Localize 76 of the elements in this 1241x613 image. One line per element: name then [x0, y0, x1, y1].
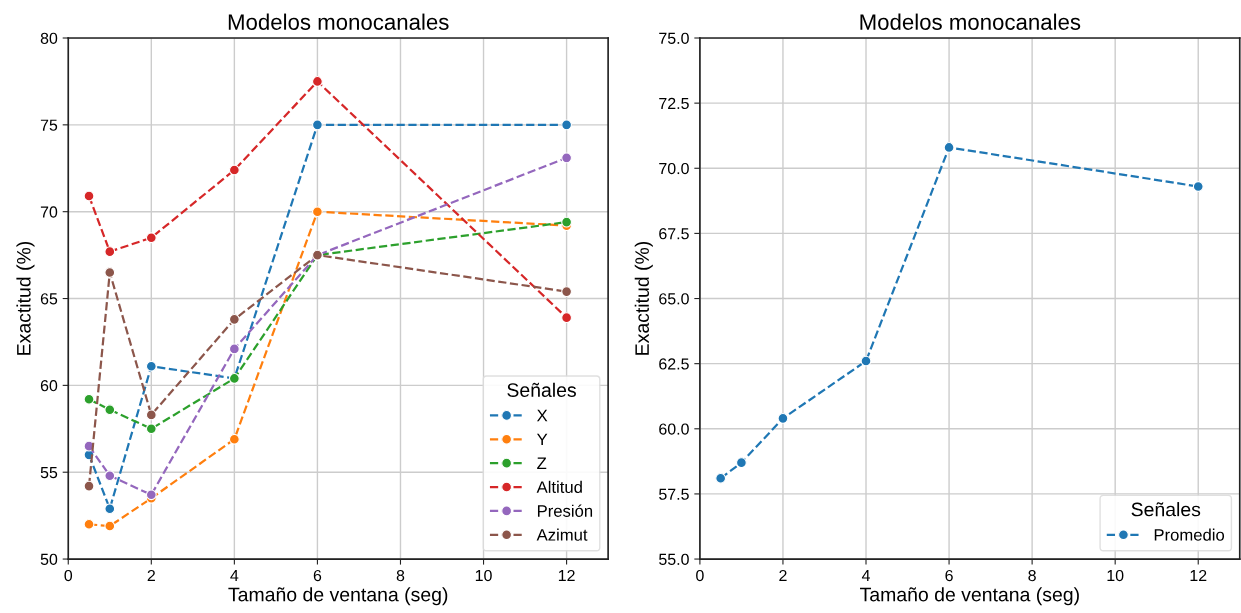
- point: [83, 518, 95, 530]
- y-tick-label: 62.5: [659, 358, 689, 370]
- point: [228, 164, 240, 176]
- x-tick-label: 0: [696, 569, 704, 582]
- point: [104, 267, 116, 278]
- point: [561, 286, 573, 297]
- point: [561, 312, 573, 324]
- x-tick-label: 4: [861, 570, 870, 582]
- y-tick-label: 70.0: [659, 162, 689, 175]
- y-tick-label: 67.5: [659, 228, 689, 240]
- point: [561, 216, 573, 228]
- point: [736, 457, 747, 469]
- point: [83, 480, 95, 492]
- point: [145, 232, 157, 244]
- point: [83, 393, 95, 405]
- y-tick-label: 65: [40, 293, 58, 305]
- y-tick-label: 72.5: [659, 97, 689, 110]
- y-tick-label: 55: [40, 467, 58, 479]
- y-tick-label: 55.0: [659, 553, 689, 565]
- point: [777, 412, 789, 424]
- y-axis-title: Exactitud (%): [634, 241, 653, 355]
- x-tick-label: 2: [779, 569, 787, 582]
- y-tick-label: 80: [40, 32, 58, 44]
- point: [561, 152, 573, 164]
- x-tick-label: 12: [558, 569, 575, 582]
- legend-label: Z: [537, 457, 547, 469]
- y-tick-label: 60: [40, 380, 58, 392]
- x-tick-label: 10: [1107, 569, 1124, 582]
- y-tick-label: 75: [40, 119, 58, 131]
- point: [715, 472, 727, 484]
- chart-title: Modelos monocanales: [228, 13, 449, 30]
- chart-title: Modelos monocanales: [860, 13, 1081, 30]
- x-tick-label: 6: [313, 569, 322, 582]
- y-tick-label: 70: [40, 206, 58, 218]
- legend-label: Azimut: [536, 528, 588, 541]
- point: [145, 409, 157, 421]
- point: [228, 343, 240, 355]
- x-tick-label: 10: [475, 569, 492, 582]
- x-axis-title: Tamaño de ventana (seg): [860, 587, 1079, 606]
- x-tick-label: 6: [945, 569, 953, 582]
- point: [943, 142, 955, 153]
- point: [104, 470, 116, 482]
- point: [561, 119, 573, 131]
- point: [860, 355, 872, 367]
- point: [1192, 181, 1204, 192]
- point: [145, 360, 157, 372]
- legend-label: Y: [536, 433, 548, 446]
- x-tick-label: 2: [147, 569, 155, 582]
- y-tick-label: 57.5: [659, 488, 689, 500]
- point: [312, 76, 323, 87]
- point: [228, 313, 240, 325]
- y-tick-label: 60.0: [659, 423, 689, 435]
- legend-title: Señales: [507, 382, 576, 397]
- point: [228, 433, 240, 445]
- y-tick-label: 75.0: [659, 32, 689, 44]
- x-axis-title: Tamaño de ventana (seg): [228, 587, 448, 606]
- point: [145, 423, 157, 435]
- x-tick-label: 4: [230, 570, 239, 582]
- x-tick-label: 12: [1190, 569, 1207, 582]
- point: [104, 404, 116, 416]
- legend-title: Señales: [1131, 502, 1201, 517]
- point: [104, 503, 116, 515]
- point: [83, 190, 95, 202]
- x-tick-label: 0: [64, 569, 73, 582]
- legend-label: Promedio: [1154, 528, 1225, 541]
- legend-label: Altitud: [536, 480, 582, 494]
- y-tick-label: 50: [40, 553, 58, 565]
- y-tick-label: 65.0: [659, 293, 689, 305]
- x-tick-label: 8: [396, 569, 405, 582]
- point: [312, 206, 323, 218]
- legend-label: Presión: [537, 504, 593, 517]
- point: [104, 520, 116, 532]
- x-tick-label: 8: [1028, 569, 1036, 582]
- point: [312, 119, 323, 131]
- legend-label: X: [536, 409, 548, 422]
- y-axis-title: Exactitud (%): [16, 241, 35, 355]
